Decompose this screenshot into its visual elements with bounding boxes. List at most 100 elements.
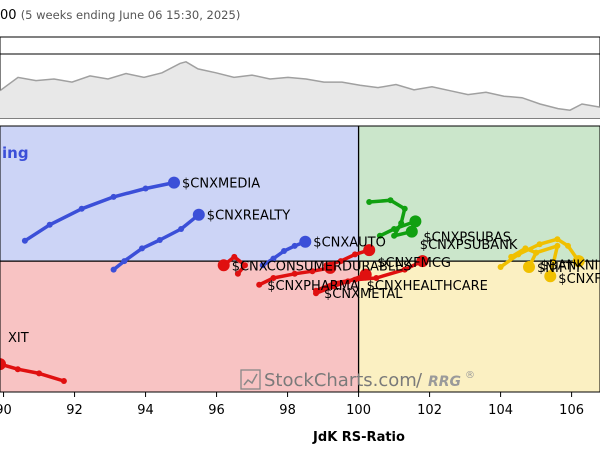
watermark-reg-mark: ® [465, 370, 475, 381]
tail-head-marker [359, 268, 372, 281]
series-label: $CNXMETAL [324, 287, 403, 302]
tail-point [21, 237, 28, 244]
x-tick-label: 100 [346, 403, 371, 418]
series-label: $CNXAUTO [313, 236, 386, 251]
tail-point [565, 242, 571, 249]
series-label: $CNXREALTY [207, 209, 291, 224]
tail-point [554, 236, 561, 243]
series-label: $CNXCONSUMERDURABLES [232, 259, 412, 274]
tail-point [352, 251, 358, 258]
series-label: $CNXFMCG [377, 256, 451, 271]
tail-head-marker [192, 208, 205, 221]
tail-point [14, 366, 21, 373]
tail-point [121, 258, 128, 265]
tail-point [234, 270, 241, 277]
series-tail-cnxrealty [110, 208, 205, 273]
tail-point [36, 370, 43, 377]
tail-point [497, 264, 504, 270]
overview-panel [0, 36, 600, 119]
series-tail-cnxmetal [313, 268, 372, 297]
tail-line [314, 272, 368, 295]
x-tick-label: 92 [66, 403, 83, 418]
tail-head-marker [572, 255, 585, 268]
tail-point [46, 221, 53, 228]
quadrant-bottom-left [0, 261, 359, 392]
tail-point [178, 226, 185, 232]
tail-head-marker [544, 270, 557, 283]
series-tail-cnxfin [533, 242, 561, 283]
series-tails [0, 176, 585, 384]
tail-point [554, 242, 561, 249]
tail-head-marker [405, 225, 418, 238]
tail-point [110, 266, 117, 273]
tail-head-marker [168, 176, 180, 189]
series-label: $CNXFIN [558, 272, 600, 287]
tail-point [330, 283, 337, 290]
series-label: $CNXHEALTHCARE [367, 279, 488, 294]
tail-point [387, 197, 394, 204]
tail-point [391, 226, 398, 232]
chart-header: 00 (5 weeks ending June 06 15:30, 2025) [0, 8, 240, 23]
tail-head-marker [324, 261, 337, 274]
tail-line [367, 198, 414, 238]
x-axis-title: JdK RS-Ratio [312, 430, 405, 445]
series-label: $CNXPHARMA [267, 279, 359, 294]
tail-point [281, 248, 287, 254]
tail-head-marker [299, 235, 312, 248]
series-tail-cnxpharma [256, 261, 337, 288]
series-label: XIT [8, 331, 29, 346]
tail-head-marker [217, 259, 230, 272]
x-tick-label: 90 [0, 403, 12, 418]
tail-point [60, 378, 67, 384]
tail-point [401, 205, 408, 212]
tail-point [391, 232, 398, 239]
series-tail-cnxauto [259, 235, 312, 269]
tail-point [242, 262, 248, 269]
tail-head-marker [416, 255, 429, 268]
tail-point [373, 275, 380, 281]
tail-point [256, 281, 263, 288]
overview-line [0, 60, 600, 111]
series-label: $NIFTY [537, 261, 582, 276]
watermark-separator: / [416, 370, 423, 391]
series-label: $CNXMEDIA [182, 177, 260, 192]
overview-area [0, 61, 600, 118]
tail-line [0, 362, 66, 383]
tail-point [231, 253, 238, 260]
tail-line [509, 246, 538, 269]
quadrant-top-left [0, 126, 359, 262]
series-tail-cnxpsubas [376, 215, 422, 239]
tail-head-marker [0, 358, 6, 371]
watermark-logo-icon [240, 369, 261, 390]
rrg-plot-area: ing StockCharts.com / RRG ® $CNXMEDIA $CN… [0, 125, 600, 393]
x-axis-ticks: 90 92 94 96 98 100 102 104 106 [0, 392, 584, 418]
x-tick-label: 98 [279, 403, 296, 418]
series-tail-cnxit [0, 358, 67, 384]
tail-point [259, 262, 266, 269]
series-label: $BANKNIFTY [541, 259, 600, 274]
tail-point [536, 241, 543, 248]
x-tick-label: 96 [208, 403, 225, 418]
watermark-product: RRG [428, 374, 461, 390]
tail-point [508, 253, 515, 260]
tail-point [533, 249, 540, 256]
tail-point [78, 205, 85, 212]
tail-head-marker [363, 244, 376, 257]
tail-point [401, 266, 408, 273]
tail-point [344, 278, 351, 285]
x-tick-label: 102 [417, 403, 442, 418]
tail-point [313, 290, 319, 297]
series-label: $CNXPSUBANK [420, 238, 518, 253]
watermark-chart-glyph [243, 373, 258, 386]
series-label: $CNXPSUBAS [423, 231, 511, 246]
tail-point [522, 245, 529, 252]
tail-head-marker [409, 215, 422, 228]
tail-point [270, 255, 277, 262]
quadrant-label-improving: ing [2, 144, 29, 162]
tail-point [110, 193, 117, 200]
tail-line [23, 180, 176, 243]
tail-line [221, 255, 247, 276]
x-tick-label: 94 [137, 403, 154, 418]
tail-point [142, 185, 149, 192]
tail-point [309, 268, 316, 275]
